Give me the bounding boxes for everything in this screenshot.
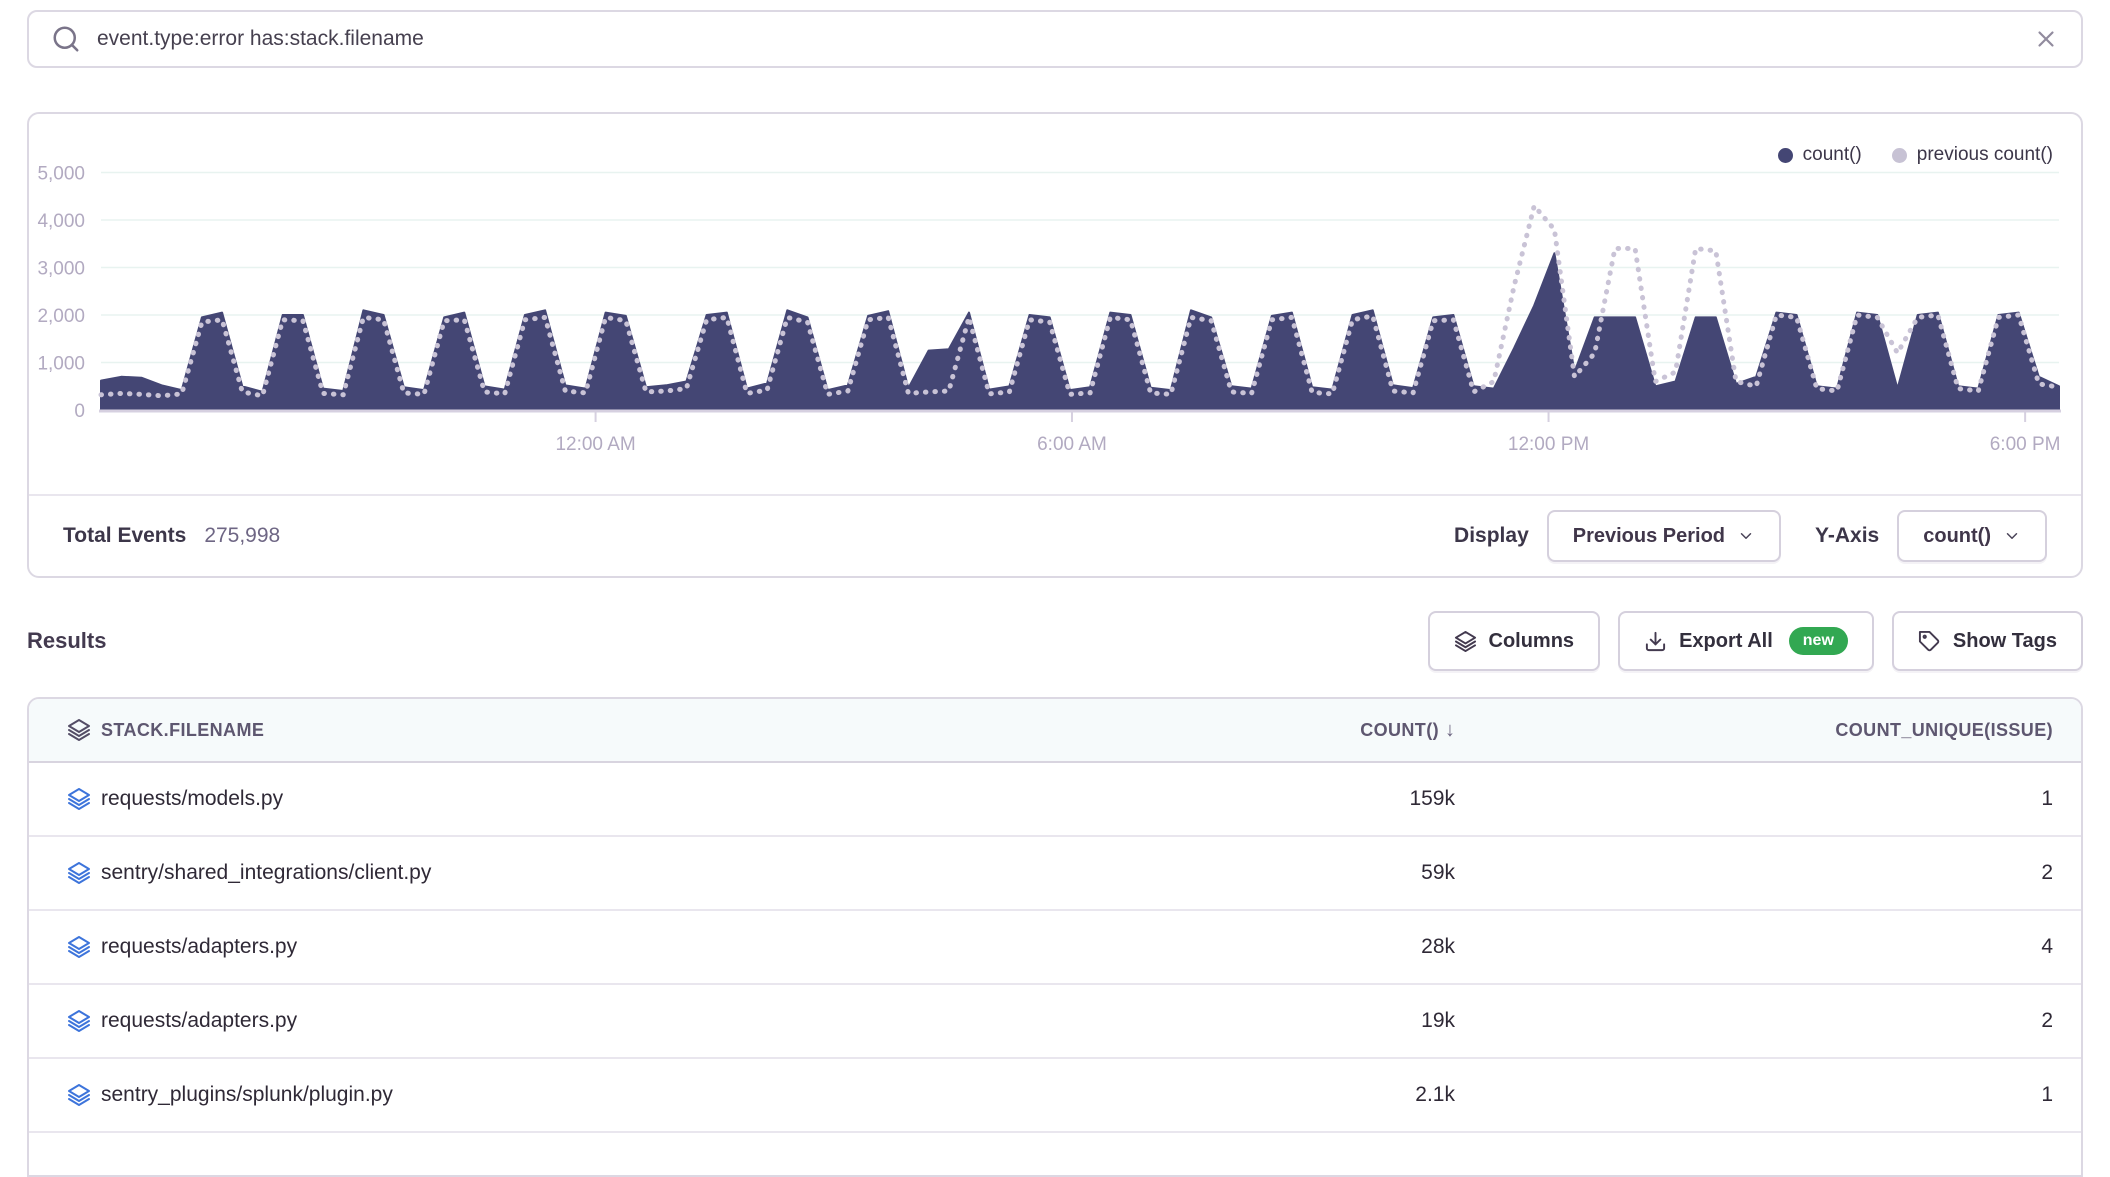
table-row[interactable]: requests/models.py 159k 1 — [29, 763, 2081, 837]
legend-previous-count-label: previous count() — [1916, 144, 2053, 165]
previous-count-dot-icon — [1891, 147, 1907, 163]
search-icon — [51, 24, 81, 54]
column-header-count[interactable]: COUNT() — [1360, 719, 1439, 740]
x-axis-label: 6:00 AM — [1037, 434, 1107, 455]
new-badge: new — [1788, 627, 1848, 655]
table-row[interactable]: requests/adapters.py 19k 2 — [29, 985, 2081, 1059]
results-header: Results Columns Export All new — [27, 606, 2083, 676]
stack-row-icon[interactable] — [29, 935, 101, 959]
results-table: STACK.FILENAME COUNT() ↓ COUNT_UNIQUE(IS… — [27, 697, 2083, 1177]
chevron-down-icon — [1737, 527, 1755, 545]
x-axis-label: 6:00 PM — [1990, 434, 2061, 455]
stack-row-icon[interactable] — [29, 861, 101, 885]
display-label: Display — [1454, 524, 1529, 547]
cell-count-unique: 4 — [2041, 935, 2053, 958]
count-dot-icon — [1777, 147, 1793, 163]
download-icon — [1644, 630, 1667, 653]
table-header-row: STACK.FILENAME COUNT() ↓ COUNT_UNIQUE(IS… — [29, 699, 2081, 763]
column-header-stack-filename[interactable]: STACK.FILENAME — [101, 719, 265, 740]
cell-stack-filename: requests/adapters.py — [101, 1009, 298, 1032]
cell-stack-filename: requests/models.py — [101, 787, 284, 810]
results-toolbar: Columns Export All new Show Tags — [1427, 611, 2083, 671]
stack-row-icon[interactable] — [29, 1083, 101, 1107]
sort-desc-icon[interactable]: ↓ — [1445, 718, 1455, 741]
cell-count: 19k — [1421, 1009, 1455, 1032]
x-axis-label: 12:00 PM — [1508, 434, 1589, 455]
cell-count: 2.1k — [1415, 1083, 1455, 1106]
count-area-series — [100, 252, 2060, 411]
previous-count-dotted-series — [98, 203, 2062, 399]
layers-icon — [1454, 630, 1477, 653]
clear-search-icon[interactable] — [2033, 26, 2059, 52]
table-body: requests/models.py 159k 1 sentry/shared_… — [29, 763, 2081, 1133]
y-axis-label: 2,000 — [37, 306, 85, 327]
chevron-down-icon — [2003, 527, 2021, 545]
cell-count: 28k — [1421, 935, 1455, 958]
cell-stack-filename: sentry_plugins/splunk/plugin.py — [101, 1083, 393, 1106]
tag-icon — [1918, 630, 1941, 653]
cell-count: 159k — [1409, 787, 1455, 810]
stack-column-icon[interactable] — [29, 718, 101, 742]
cell-stack-filename: requests/adapters.py — [101, 935, 298, 958]
yaxis-dropdown[interactable]: count() — [1897, 510, 2047, 562]
export-all-button-label: Export All — [1679, 629, 1773, 652]
events-chart[interactable]: 0 1,000 2,000 3,000 4,000 5,000 12:00 AM 6:00 A… — [29, 114, 2081, 462]
y-axis-label: 5,000 — [37, 164, 85, 185]
legend-count-label: count() — [1802, 144, 1862, 165]
total-events-value: 275,998 — [204, 524, 281, 547]
column-header-count-unique-issue[interactable]: COUNT_UNIQUE(ISSUE) — [1835, 719, 2053, 740]
columns-button[interactable]: Columns — [1427, 611, 1601, 671]
y-axis-label: 4,000 — [37, 211, 85, 232]
cell-stack-filename: sentry/shared_integrations/client.py — [101, 861, 432, 884]
cell-count: 59k — [1421, 861, 1455, 884]
display-value: Previous Period — [1572, 524, 1726, 547]
columns-button-label: Columns — [1488, 629, 1575, 652]
legend-item-previous-count[interactable]: previous count() — [1891, 144, 2053, 166]
y-axis-label: 3,000 — [37, 259, 85, 280]
stack-row-icon[interactable] — [29, 1009, 101, 1033]
table-row[interactable]: requests/adapters.py 28k 4 — [29, 911, 2081, 985]
search-bar[interactable]: event.type:error has:stack.filename — [27, 10, 2083, 68]
show-tags-button-label: Show Tags — [1952, 629, 2057, 652]
x-axis-label: 12:00 AM — [555, 434, 635, 455]
table-row[interactable]: sentry/shared_integrations/client.py 59k… — [29, 837, 2081, 911]
cell-count-unique: 1 — [2041, 1083, 2053, 1106]
chart-legend: count() previous count() — [1777, 144, 2053, 166]
search-input[interactable]: event.type:error has:stack.filename — [97, 27, 424, 50]
show-tags-button[interactable]: Show Tags — [1891, 611, 2083, 671]
y-axis-label: 0 — [74, 401, 85, 422]
y-axis-label: 1,000 — [37, 354, 85, 375]
display-dropdown[interactable]: Previous Period — [1546, 510, 1782, 562]
chart-footer: Total Events 275,998 Display Previous Pe… — [29, 494, 2081, 576]
cell-count-unique: 1 — [2041, 787, 2053, 810]
cell-count-unique: 2 — [2041, 861, 2053, 884]
events-chart-panel: count() previous count() 0 1,000 2,000 3,00… — [27, 112, 2083, 578]
yaxis-value: count() — [1923, 524, 1991, 547]
cell-count-unique: 2 — [2041, 1009, 2053, 1032]
stack-row-icon[interactable] — [29, 787, 101, 811]
results-heading: Results — [27, 628, 107, 653]
legend-item-count[interactable]: count() — [1777, 144, 1862, 166]
table-row[interactable]: sentry_plugins/splunk/plugin.py 2.1k 1 — [29, 1059, 2081, 1133]
yaxis-label: Y-Axis — [1815, 524, 1880, 547]
total-events-label: Total Events — [63, 524, 187, 547]
export-all-button[interactable]: Export All new — [1618, 611, 1874, 671]
